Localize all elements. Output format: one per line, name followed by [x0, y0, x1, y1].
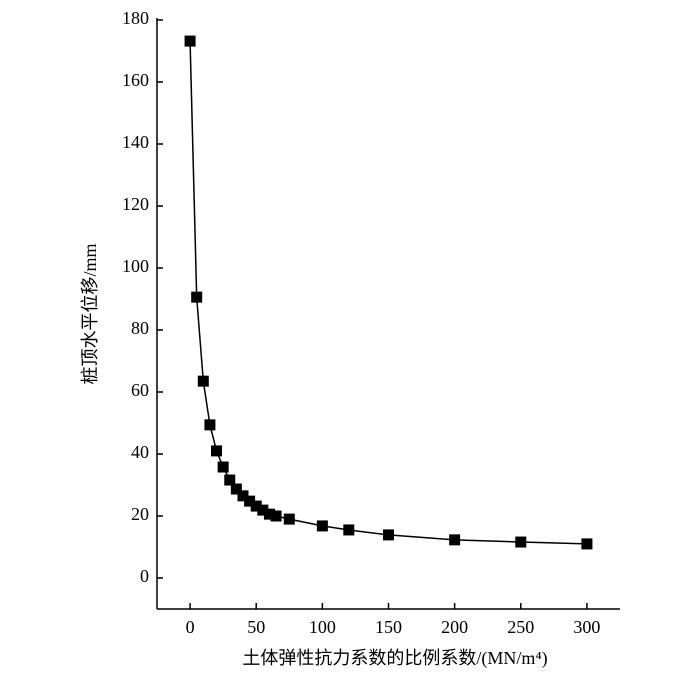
- point-marker: [263, 508, 275, 520]
- point-marker: [224, 474, 236, 486]
- x-tick-label: 100: [309, 617, 336, 637]
- point-marker: [257, 504, 269, 516]
- y-tick-label: 120: [122, 194, 149, 214]
- y-tick-label: 100: [122, 256, 149, 276]
- point-marker: [204, 419, 216, 431]
- point-marker: [581, 538, 593, 550]
- point-marker: [343, 524, 355, 536]
- point-marker: [250, 500, 262, 512]
- y-tick-label: 60: [131, 380, 149, 400]
- series-line: [189, 41, 587, 545]
- point-marker: [270, 510, 282, 522]
- y-tick-label: 0: [140, 566, 149, 586]
- x-tick-label: 50: [247, 617, 265, 637]
- y-tick-label: 160: [122, 70, 149, 90]
- x-tick-label: 250: [507, 617, 534, 637]
- point-marker: [383, 529, 394, 541]
- point-marker: [217, 461, 229, 473]
- point-marker: [184, 35, 196, 47]
- point-marker: [244, 495, 256, 507]
- point-marker: [191, 291, 203, 303]
- x-tick-label: 150: [375, 617, 402, 637]
- point-marker: [237, 490, 249, 502]
- point-marker: [316, 520, 328, 532]
- point-marker: [211, 445, 223, 457]
- point-marker: [197, 375, 209, 387]
- y-tick-label: 80: [131, 318, 149, 338]
- y-tick-label: 20: [131, 504, 149, 524]
- point-marker: [449, 534, 461, 546]
- y-tick-label: 180: [122, 8, 149, 28]
- point-marker: [515, 536, 527, 548]
- point-marker: [283, 513, 295, 525]
- y-tick-label: 40: [131, 442, 149, 462]
- y-axis-label: 桩顶水平位移/mm: [80, 243, 100, 384]
- x-tick-label: 300: [573, 617, 600, 637]
- point-marker: [230, 483, 242, 495]
- x-axis-label: 土体弹性抗力系数的比例系数/(MN/m⁴): [242, 648, 547, 669]
- y-tick-label: 140: [122, 132, 149, 152]
- x-tick-label: 200: [441, 617, 468, 637]
- x-tick-label: 0: [186, 617, 195, 637]
